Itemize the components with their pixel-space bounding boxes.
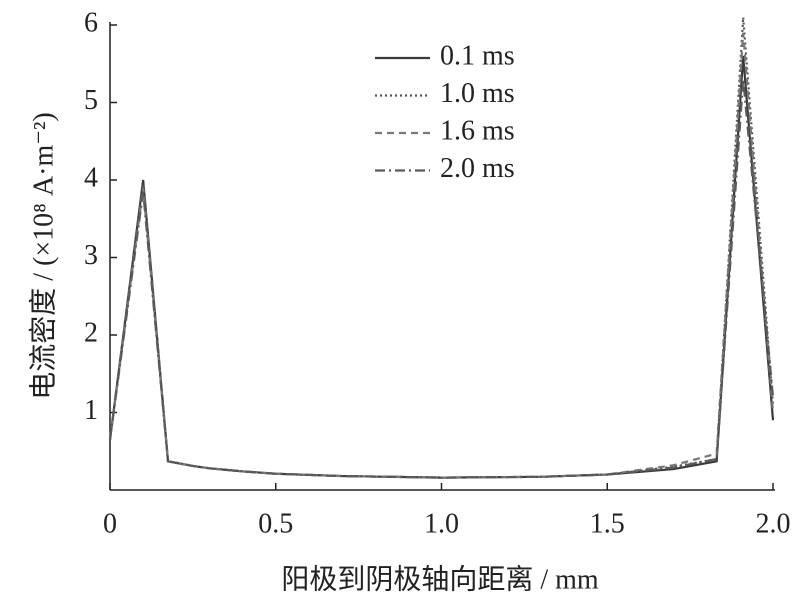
x-axis-label: 阳极到阴极轴向距离 / mm xyxy=(281,563,599,595)
x-tick-label: 0 xyxy=(103,508,117,539)
y-tick-label: 2 xyxy=(84,317,98,348)
series-line xyxy=(108,79,775,479)
x-tick-label: 1.0 xyxy=(424,508,459,539)
y-axis-label: 电流密度 / (×10⁸ A·m⁻²) xyxy=(27,112,59,399)
x-tick-label: 0.5 xyxy=(258,508,293,539)
legend-label: 1.6 ms xyxy=(440,115,515,146)
y-tick-label: 3 xyxy=(84,240,98,271)
x-tick-label: 2.0 xyxy=(756,508,791,539)
y-tick-label: 6 xyxy=(84,7,98,38)
y-tick-label: 5 xyxy=(84,85,98,116)
y-tick-label: 4 xyxy=(84,162,98,193)
legend-label: 0.1 ms xyxy=(440,40,515,71)
legend-label: 1.0 ms xyxy=(440,78,515,109)
y-tick-label: 1 xyxy=(84,395,98,426)
legend-label: 2.0 ms xyxy=(440,153,515,184)
x-tick-label: 1.5 xyxy=(590,508,625,539)
